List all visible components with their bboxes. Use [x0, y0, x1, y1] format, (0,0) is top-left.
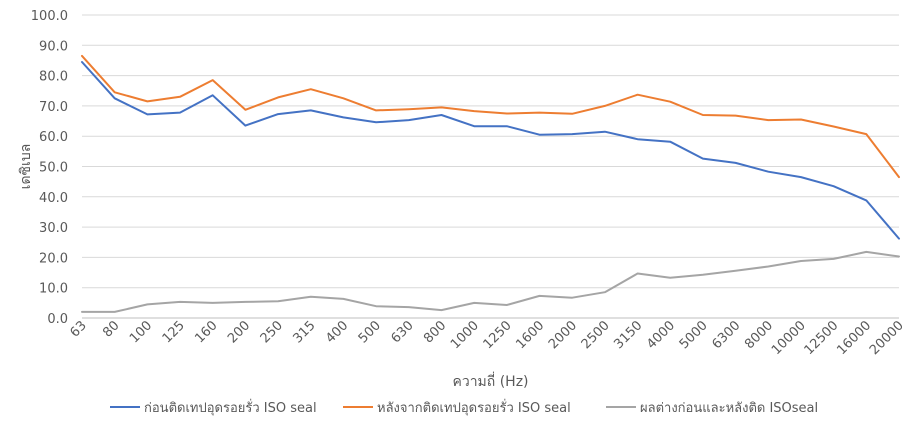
- x-tick-label: 10000: [769, 318, 809, 358]
- x-tick-label: 1250: [481, 318, 515, 352]
- y-tick-label: 70.0: [39, 100, 68, 115]
- x-tick-label: 1000: [448, 318, 482, 352]
- x-tick-label: 500: [356, 318, 384, 346]
- series-line-2: [81, 54, 900, 179]
- y-tick-label: 0.0: [47, 312, 68, 327]
- x-tick-label: 5000: [677, 318, 711, 352]
- y-tick-label: 30.0: [39, 221, 68, 236]
- x-tick-label: 160: [192, 318, 220, 346]
- series-lines: [81, 54, 900, 313]
- x-tick-label: 125: [160, 318, 188, 346]
- x-tick-label: 1600: [513, 318, 547, 352]
- x-tick-label: 63: [68, 318, 90, 340]
- x-tick-label: 630: [388, 318, 416, 346]
- x-tick-label: 80: [100, 318, 122, 340]
- x-tick-label: 250: [258, 318, 286, 346]
- y-tick-label: 60.0: [39, 130, 68, 145]
- x-tick-label: 6300: [709, 318, 743, 352]
- x-tick-label: 12500: [802, 318, 842, 358]
- x-tick-label: 315: [290, 318, 318, 346]
- legend-label: หลังจากติดเทปอุดรอยรั่ว ISO seal: [377, 399, 571, 416]
- y-tick-label: 100.0: [31, 9, 68, 24]
- x-tick-label: 100: [127, 318, 155, 346]
- y-axis-ticks: 0.0 10.0 20.0 30.0 40.0 50.0 60.0 70.0 80.0 90.0 1…: [31, 9, 68, 327]
- x-tick-label: 16000: [834, 318, 874, 358]
- legend: ก่อนติดเทปอุดรอยรั่ว ISO seal หลังจากติดเ…: [110, 399, 818, 416]
- series-line-1: [81, 61, 900, 240]
- x-tick-label: 400: [323, 318, 351, 346]
- legend-label: ผลต่างก่อนและหลังติด ISOseal: [640, 401, 818, 416]
- x-tick-label: 2000: [546, 318, 580, 352]
- x-tick-label: 800: [421, 318, 449, 346]
- y-tick-label: 90.0: [39, 39, 68, 54]
- x-tick-label: 3150: [611, 318, 645, 352]
- y-axis-title: เดซิเบล: [18, 144, 34, 190]
- x-axis-title: ความถี่ (Hz): [452, 372, 528, 390]
- y-tick-label: 40.0: [39, 191, 68, 206]
- gridlines: [82, 14, 899, 319]
- x-tick-label: 2500: [579, 318, 613, 352]
- x-tick-label: 20000: [867, 318, 907, 358]
- y-tick-label: 50.0: [39, 161, 68, 176]
- series-line-3: [81, 250, 900, 313]
- y-tick-label: 20.0: [39, 251, 68, 266]
- y-tick-label: 80.0: [39, 70, 68, 85]
- x-axis-ticks: 63 80 100 125 160 200 250 315 400 500 630 800100012…: [68, 318, 907, 358]
- x-tick-label: 4000: [644, 318, 678, 352]
- y-tick-label: 10.0: [39, 282, 68, 297]
- legend-label: ก่อนติดเทปอุดรอยรั่ว ISO seal: [144, 399, 317, 416]
- x-tick-label: 200: [225, 318, 253, 346]
